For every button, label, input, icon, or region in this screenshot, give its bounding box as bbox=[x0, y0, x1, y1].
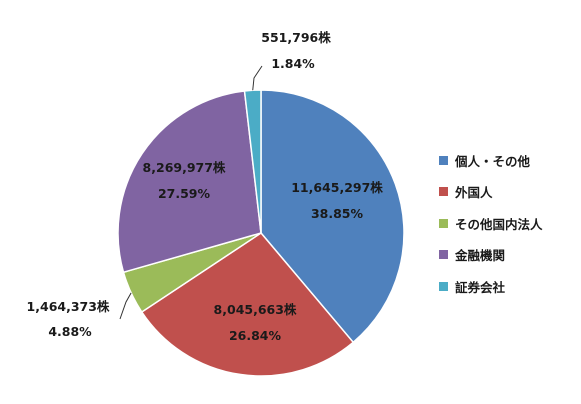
data-label-percent-0: 38.85% bbox=[311, 206, 364, 221]
data-label-value-4: 551,796株 bbox=[261, 30, 331, 45]
pie-slice-1 bbox=[140, 232, 355, 377]
data-label-percent-1: 26.84% bbox=[229, 328, 282, 343]
legend-swatch-2 bbox=[439, 218, 448, 228]
data-label-percent-2: 4.88% bbox=[48, 324, 92, 339]
legend-label-0: 個人・その他 bbox=[455, 153, 531, 169]
data-label-value-2: 1,464,373株 bbox=[27, 299, 110, 314]
pie-slice-3 bbox=[117, 90, 262, 274]
legend-item-2: その他国内法人 bbox=[439, 213, 579, 233]
legend-item-1: 外国人 bbox=[439, 182, 579, 202]
data-label-value-1: 8,045,663株 bbox=[214, 302, 297, 317]
data-labels: 11,645,297株 38.85% 8,045,663株 26.84% 1,4… bbox=[27, 30, 384, 343]
legend-item-3: 金融機関 bbox=[439, 245, 579, 265]
legend-item-4: 証券会社 bbox=[439, 276, 579, 296]
pie-slice-0 bbox=[260, 89, 405, 344]
data-label-percent-4: 1.84% bbox=[271, 56, 315, 71]
legend-swatch-0 bbox=[439, 155, 448, 165]
legend-label-3: 金融機関 bbox=[455, 248, 506, 263]
legend-label-4: 証券会社 bbox=[455, 279, 506, 295]
data-label-value-0: 11,645,297株 bbox=[291, 180, 383, 195]
legend-label-1: 外国人 bbox=[455, 185, 493, 200]
leader-line-2 bbox=[119, 292, 132, 320]
legend-swatch-1 bbox=[439, 187, 448, 196]
legend: 個人・その他 外国人 その他国内法人 金融機関 証券会社 bbox=[439, 150, 579, 308]
pie-slices bbox=[117, 89, 405, 377]
legend-swatch-3 bbox=[439, 250, 448, 259]
legend-item-0: 個人・その他 bbox=[439, 150, 579, 170]
leader-lines bbox=[119, 65, 263, 320]
legend-label-2: その他国内法人 bbox=[455, 216, 543, 232]
data-label-percent-3: 27.59% bbox=[158, 186, 211, 201]
leader-line-4 bbox=[252, 65, 263, 91]
data-label-value-3: 8,269,977株 bbox=[143, 160, 226, 175]
legend-swatch-4 bbox=[439, 281, 448, 291]
